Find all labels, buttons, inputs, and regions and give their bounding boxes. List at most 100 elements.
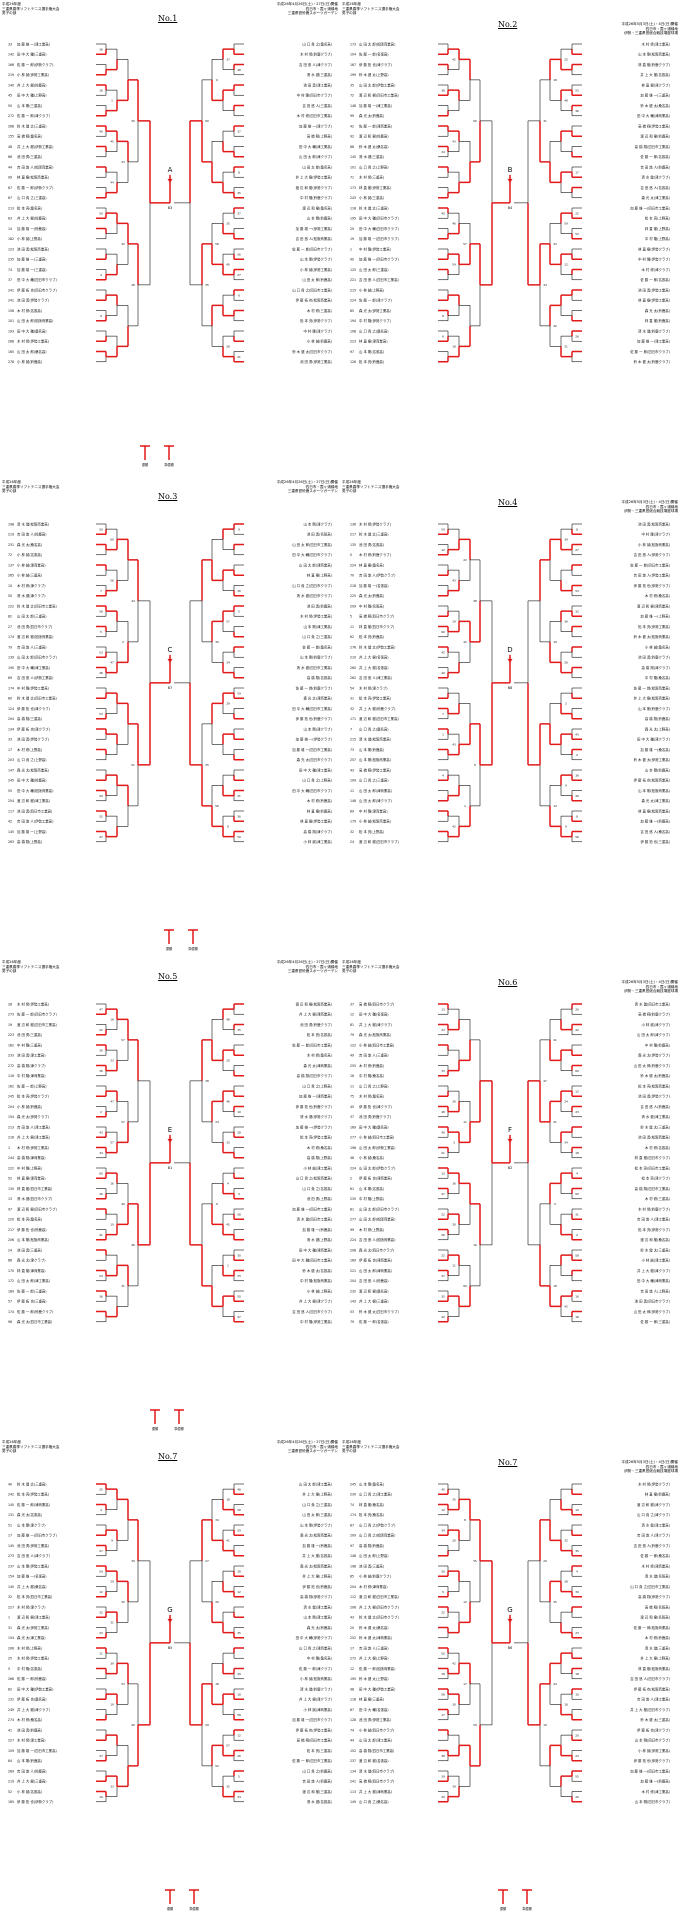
header-center-right: 平成26年度 三重県春季ソフトテニス選手権大会 男子の部 [342,2,400,16]
seed-number: 166 [8,63,14,67]
match-number: 8 [576,527,578,531]
match-number: 31 [575,1212,579,1216]
player-entry: 伊 藤 拓 也(津クラブ) [359,62,393,67]
seed-number: 41 [8,1728,12,1732]
header-line-1: 三重県春季ソフトテニス選手権大会 [2,1444,60,1449]
match-number: 1 [464,804,466,808]
player-entry: 山 本 剛(四日市クラブ) [635,1738,671,1743]
player-entry: 加 藤 雄 一(四日市クラブ) [292,1717,332,1722]
player-entry: 山 本 剛(三重高) [17,103,43,108]
seed-number: 137 [8,563,14,567]
player-entry: 鈴 木 健 太(四日市クラブ) [292,349,332,354]
match-number: 6 [474,763,476,767]
match-number: 37 [99,1754,103,1758]
match-number: 43 [452,743,456,747]
player-entry: 池 田 勇(三重高) [17,154,43,159]
player-entry: 木 村 修(津クラブ) [17,1604,46,1609]
player-entry: 中 村 隆(鈴鹿高) [645,1042,671,1047]
player-entry: 加 藤 雄 一(鈴鹿高) [17,226,47,231]
match-number: 47 [99,835,103,839]
match-number: 36 [99,47,103,51]
block-letter: F [508,1126,512,1134]
final-match-number: B4 [508,206,512,210]
match-number: 23 [110,1059,114,1063]
seed-number: 142 [8,53,14,57]
player-entry: 林 直 樹(松阪商業高) [638,1666,671,1671]
player-entry: 山 田 太 郎(津商業高) [359,1268,393,1273]
player-entry: 吉 田 悠 人(四日市クラブ) [292,1309,332,1314]
player-entry: 吉 田 悠 人(伊勢クラブ) [359,573,396,578]
final-result-label: 準優勝 [189,1906,199,1911]
block-letter: G [507,1606,512,1614]
seed-number: 182 [8,237,14,241]
seed-number: 112 [350,1595,356,1599]
player-entry: 清 水 健(伊勢クラブ) [300,1114,333,1119]
seed-number: 273 [8,1013,14,1017]
player-entry: 清 水 健(津クラブ) [17,593,46,598]
player-entry: 木 村 修(鈴鹿クラブ) [638,1206,671,1211]
player-entry: 井 上 大 樹(鈴鹿クラブ) [359,706,396,711]
match-number: 22 [99,1028,103,1032]
match-number: 11 [99,1651,103,1655]
seed-number: 116 [350,1698,356,1702]
match-number: 45 [237,191,241,195]
player-entry: 田 中 大 輔(津工業高) [17,665,51,670]
match-number: 23 [575,1631,579,1635]
seed-number: 169 [350,1125,356,1129]
player-entry: 井 上 大 樹(津商業高) [359,1789,393,1794]
block-letter: G [167,1606,172,1614]
match-number: 18 [237,1692,241,1696]
seed-number: 17 [8,748,12,752]
match-number: 34 [237,1795,241,1799]
player-entry: 吉 田 悠 人(鈴鹿高) [17,532,47,537]
match-number: 3 [453,1141,455,1145]
player-entry: 渡 辺 和 樹(桑名高) [640,1237,670,1242]
player-entry: 加 藤 雄 一(津クラブ) [299,123,333,128]
player-entry: 加 藤 雄 一(鈴鹿高) [640,1779,670,1784]
match-number: 16 [110,1182,114,1186]
header-line-0: 平成26年5月3日(土)・4日(日)開催 [621,980,678,984]
player-entry: 伊 藤 拓 也(伊勢工業高) [296,1727,333,1732]
seed-number: 99 [8,176,12,180]
match-number: 57 [226,620,230,624]
player-entry: 中 村 隆(桑名高) [359,1073,385,1078]
header-left: 平成26年度 三重県春季ソフトテニス選手権大会 男子の部 [2,2,60,16]
player-entry: 木 村 修(伊勢工業高) [300,614,333,619]
player-entry: 渡 辺 和 樹(津工業高) [17,798,51,803]
player-entry: 井 上 大 樹(桑名高) [17,1584,47,1589]
player-entry: 山 田 太 郎(伊勢クラブ) [359,1165,396,1170]
seed-number: 35 [350,83,354,87]
seed-number: 87 [350,1523,354,1527]
player-entry: 山 田 太 郎(四日市工業高) [292,542,332,547]
seed-number: 66 [8,1259,12,1263]
match-number: 59 [441,527,445,531]
player-entry: 林 直 樹(松阪商業高) [17,175,50,180]
match-number: 8 [238,170,240,174]
match-number: 35 [553,1600,557,1604]
seed-number: 171 [350,717,356,721]
player-entry: 山 口 貴 之(桑名高) [359,726,389,731]
seed-number: 215 [350,288,356,292]
header-center-left: 平成26年4月26日(土)・27日(日)開催 四日市・霞ヶ浦緑地 三重県営鈴鹿スポー… [277,960,338,974]
match-number: 1 [111,99,113,103]
seed-number: 249 [8,1708,14,1712]
match-number: 20 [452,1539,456,1543]
seed-number: 223 [350,340,356,344]
seed-number: 154 [8,1636,14,1640]
seed-number: 209 [350,604,356,608]
player-entry: 山 田 太 郎(上野高) [359,1553,389,1558]
winner-arrow-icon [507,1138,513,1143]
player-entry: 高 橋 翔(四日市クラブ) [359,614,395,619]
seed-number: 204 [8,717,14,721]
player-entry: 小 林 誠(津商業高) [303,1707,332,1712]
page-number: No.5 [158,972,178,981]
match-number: 60 [575,1192,579,1196]
player-entry: 林 直 樹(伊勢工業高) [638,298,671,303]
player-entry: 山 口 貴 之(桑名高) [302,41,332,46]
player-entry: 木 村 修(鈴鹿クラブ) [359,552,392,557]
player-entry: 小 林 誠(鈴鹿高) [307,339,333,344]
player-entry: 吉 田 悠 人(伊勢工業高) [17,675,54,680]
player-entry: 伊 藤 拓 也(桑名高) [17,1697,47,1702]
match-number: 5 [100,630,102,634]
match-number: 6 [216,1202,218,1206]
